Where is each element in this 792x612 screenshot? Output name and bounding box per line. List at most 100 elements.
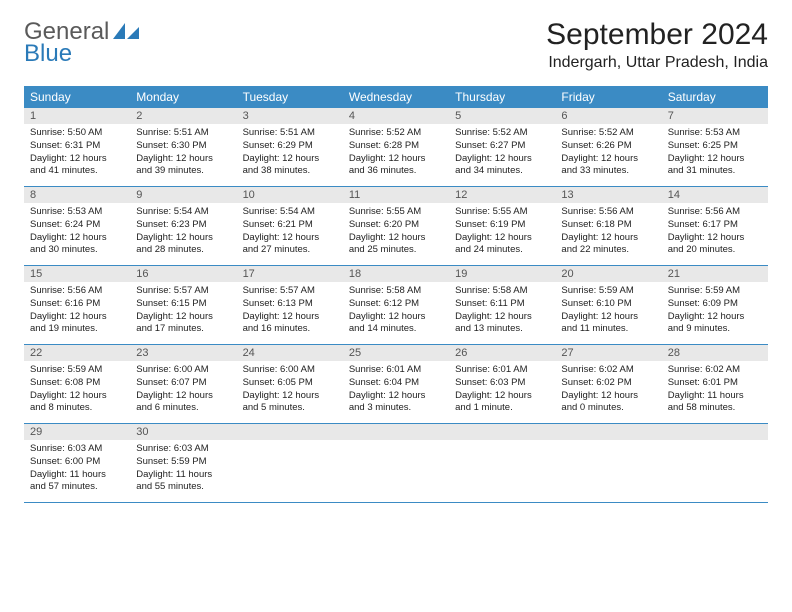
day-content: Sunrise: 6:03 AMSunset: 5:59 PMDaylight:… [130,440,236,499]
day-cell: 7Sunrise: 5:53 AMSunset: 6:25 PMDaylight… [662,108,768,186]
day-cell: 28Sunrise: 6:02 AMSunset: 6:01 PMDayligh… [662,345,768,423]
day-cell: 11Sunrise: 5:55 AMSunset: 6:20 PMDayligh… [343,187,449,265]
day-number [343,424,449,440]
day-number: 30 [130,424,236,440]
day-number: 19 [449,266,555,282]
day-content: Sunrise: 5:54 AMSunset: 6:21 PMDaylight:… [237,203,343,262]
title-block: September 2024 Indergarh, Uttar Pradesh,… [546,18,768,72]
weekday-label: Thursday [449,86,555,108]
day-cell: 17Sunrise: 5:57 AMSunset: 6:13 PMDayligh… [237,266,343,344]
day-number: 12 [449,187,555,203]
day-number [449,424,555,440]
day-content: Sunrise: 5:59 AMSunset: 6:09 PMDaylight:… [662,282,768,341]
day-content: Sunrise: 5:51 AMSunset: 6:30 PMDaylight:… [130,124,236,183]
day-number: 22 [24,345,130,361]
week-row: 8Sunrise: 5:53 AMSunset: 6:24 PMDaylight… [24,187,768,266]
day-cell: 9Sunrise: 5:54 AMSunset: 6:23 PMDaylight… [130,187,236,265]
day-cell [237,424,343,502]
day-cell: 1Sunrise: 5:50 AMSunset: 6:31 PMDaylight… [24,108,130,186]
day-number: 8 [24,187,130,203]
day-content: Sunrise: 6:01 AMSunset: 6:04 PMDaylight:… [343,361,449,420]
day-cell: 22Sunrise: 5:59 AMSunset: 6:08 PMDayligh… [24,345,130,423]
day-content: Sunrise: 5:56 AMSunset: 6:18 PMDaylight:… [555,203,661,262]
day-content: Sunrise: 5:57 AMSunset: 6:15 PMDaylight:… [130,282,236,341]
day-cell: 18Sunrise: 5:58 AMSunset: 6:12 PMDayligh… [343,266,449,344]
weekday-label: Saturday [662,86,768,108]
logo-text-blue: Blue [24,40,139,68]
day-content: Sunrise: 6:00 AMSunset: 6:05 PMDaylight:… [237,361,343,420]
week-row: 22Sunrise: 5:59 AMSunset: 6:08 PMDayligh… [24,345,768,424]
day-content: Sunrise: 6:03 AMSunset: 6:00 PMDaylight:… [24,440,130,499]
day-content: Sunrise: 5:59 AMSunset: 6:10 PMDaylight:… [555,282,661,341]
day-cell [449,424,555,502]
day-number: 28 [662,345,768,361]
day-cell: 24Sunrise: 6:00 AMSunset: 6:05 PMDayligh… [237,345,343,423]
day-cell: 16Sunrise: 5:57 AMSunset: 6:15 PMDayligh… [130,266,236,344]
day-content: Sunrise: 5:59 AMSunset: 6:08 PMDaylight:… [24,361,130,420]
day-content: Sunrise: 5:53 AMSunset: 6:25 PMDaylight:… [662,124,768,183]
day-number: 26 [449,345,555,361]
day-cell: 25Sunrise: 6:01 AMSunset: 6:04 PMDayligh… [343,345,449,423]
day-number: 16 [130,266,236,282]
day-number: 14 [662,187,768,203]
day-number: 23 [130,345,236,361]
day-cell [662,424,768,502]
header: General Blue September 2024 Indergarh, U… [24,18,768,72]
day-number: 7 [662,108,768,124]
day-number: 10 [237,187,343,203]
day-content: Sunrise: 5:56 AMSunset: 6:17 PMDaylight:… [662,203,768,262]
day-content: Sunrise: 5:52 AMSunset: 6:28 PMDaylight:… [343,124,449,183]
location: Indergarh, Uttar Pradesh, India [546,54,768,72]
day-number: 27 [555,345,661,361]
day-content: Sunrise: 6:01 AMSunset: 6:03 PMDaylight:… [449,361,555,420]
day-content: Sunrise: 5:58 AMSunset: 6:12 PMDaylight:… [343,282,449,341]
day-content: Sunrise: 5:55 AMSunset: 6:19 PMDaylight:… [449,203,555,262]
day-number: 24 [237,345,343,361]
day-content: Sunrise: 5:52 AMSunset: 6:27 PMDaylight:… [449,124,555,183]
day-cell: 30Sunrise: 6:03 AMSunset: 5:59 PMDayligh… [130,424,236,502]
day-number: 6 [555,108,661,124]
day-cell: 13Sunrise: 5:56 AMSunset: 6:18 PMDayligh… [555,187,661,265]
month-title: September 2024 [546,18,768,52]
day-content: Sunrise: 5:54 AMSunset: 6:23 PMDaylight:… [130,203,236,262]
day-cell: 12Sunrise: 5:55 AMSunset: 6:19 PMDayligh… [449,187,555,265]
day-number: 13 [555,187,661,203]
day-content: Sunrise: 6:02 AMSunset: 6:01 PMDaylight:… [662,361,768,420]
week-row: 15Sunrise: 5:56 AMSunset: 6:16 PMDayligh… [24,266,768,345]
day-number: 2 [130,108,236,124]
day-number: 3 [237,108,343,124]
weekday-label: Friday [555,86,661,108]
day-cell: 6Sunrise: 5:52 AMSunset: 6:26 PMDaylight… [555,108,661,186]
day-number: 17 [237,266,343,282]
day-cell [343,424,449,502]
logo: General Blue [24,18,139,68]
weekday-label: Sunday [24,86,130,108]
calendar: SundayMondayTuesdayWednesdayThursdayFrid… [24,86,768,503]
day-number: 21 [662,266,768,282]
day-cell: 5Sunrise: 5:52 AMSunset: 6:27 PMDaylight… [449,108,555,186]
day-content: Sunrise: 5:53 AMSunset: 6:24 PMDaylight:… [24,203,130,262]
day-number: 4 [343,108,449,124]
day-number [662,424,768,440]
weekday-label: Monday [130,86,236,108]
weekday-header: SundayMondayTuesdayWednesdayThursdayFrid… [24,86,768,108]
day-content: Sunrise: 6:02 AMSunset: 6:02 PMDaylight:… [555,361,661,420]
day-cell: 20Sunrise: 5:59 AMSunset: 6:10 PMDayligh… [555,266,661,344]
day-number: 9 [130,187,236,203]
day-cell: 2Sunrise: 5:51 AMSunset: 6:30 PMDaylight… [130,108,236,186]
day-content: Sunrise: 5:58 AMSunset: 6:11 PMDaylight:… [449,282,555,341]
day-number: 11 [343,187,449,203]
logo-sail-icon [113,23,139,39]
day-cell: 3Sunrise: 5:51 AMSunset: 6:29 PMDaylight… [237,108,343,186]
day-number: 15 [24,266,130,282]
day-content: Sunrise: 5:56 AMSunset: 6:16 PMDaylight:… [24,282,130,341]
day-content: Sunrise: 6:00 AMSunset: 6:07 PMDaylight:… [130,361,236,420]
day-number: 20 [555,266,661,282]
day-cell: 27Sunrise: 6:02 AMSunset: 6:02 PMDayligh… [555,345,661,423]
day-number: 18 [343,266,449,282]
weekday-label: Wednesday [343,86,449,108]
day-cell: 26Sunrise: 6:01 AMSunset: 6:03 PMDayligh… [449,345,555,423]
day-cell: 4Sunrise: 5:52 AMSunset: 6:28 PMDaylight… [343,108,449,186]
day-number: 29 [24,424,130,440]
day-number: 1 [24,108,130,124]
